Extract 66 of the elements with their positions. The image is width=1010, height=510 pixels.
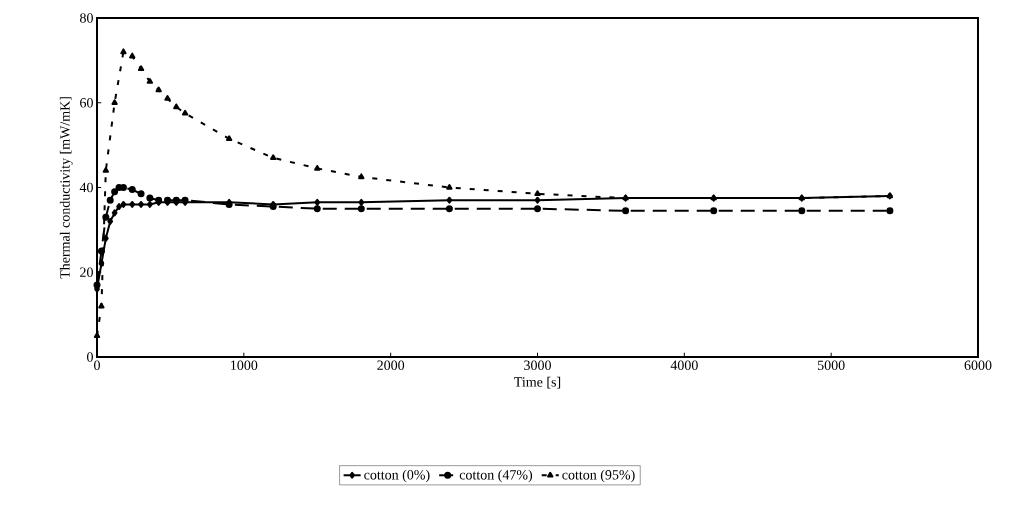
point xyxy=(93,281,101,289)
point xyxy=(313,205,321,213)
point xyxy=(111,209,118,217)
point xyxy=(358,173,365,180)
point xyxy=(358,198,365,206)
point xyxy=(155,86,162,93)
point xyxy=(314,198,321,206)
point xyxy=(798,194,805,201)
y-tick-label: 40 xyxy=(79,182,93,193)
y-tick-label: 80 xyxy=(80,13,93,23)
point xyxy=(534,205,541,213)
point xyxy=(622,194,629,201)
point xyxy=(146,194,154,202)
point xyxy=(446,196,453,204)
point xyxy=(120,48,127,55)
point xyxy=(137,65,145,72)
point xyxy=(120,200,127,208)
point xyxy=(798,207,806,215)
point xyxy=(534,196,541,204)
point xyxy=(97,247,105,255)
point xyxy=(173,103,180,110)
point xyxy=(102,213,110,221)
point xyxy=(622,207,630,215)
x-tick-label: 4000 xyxy=(670,360,698,370)
point xyxy=(107,217,114,225)
point xyxy=(164,95,171,101)
y-tick-label: 20 xyxy=(80,267,93,277)
point xyxy=(534,190,541,197)
point xyxy=(128,186,136,194)
point xyxy=(710,207,718,215)
point xyxy=(181,109,189,116)
point xyxy=(98,302,105,309)
point xyxy=(445,205,453,213)
x-tick-label: 3000 xyxy=(524,360,551,370)
x-tick-label: 6000 xyxy=(964,360,992,370)
point xyxy=(106,196,114,204)
point xyxy=(102,234,109,242)
point xyxy=(129,200,136,208)
point xyxy=(111,99,118,105)
point xyxy=(102,167,109,173)
point xyxy=(710,194,717,201)
point xyxy=(138,200,144,208)
y-axis-title: Thermal conductivity [mW/mK] xyxy=(59,97,73,279)
legend-label: cotton (47%) xyxy=(459,469,533,483)
x-tick-label: 5000 xyxy=(817,360,845,370)
point xyxy=(225,135,233,142)
point xyxy=(129,52,136,59)
point xyxy=(93,332,101,339)
point xyxy=(116,203,122,211)
point xyxy=(886,207,894,215)
legend-label: cotton (0%) xyxy=(364,469,430,483)
y-tick-label: 60 xyxy=(80,98,93,108)
point xyxy=(357,205,365,213)
point xyxy=(137,190,145,198)
point xyxy=(270,154,277,161)
x-tick-label: 2000 xyxy=(377,360,405,370)
point xyxy=(446,184,453,190)
x-tick-label: 0 xyxy=(94,360,100,370)
x-axis-title: Time [s] xyxy=(514,376,561,389)
point xyxy=(146,78,154,84)
y-tick-label: 0 xyxy=(87,352,93,362)
point xyxy=(111,188,119,196)
point xyxy=(314,164,321,171)
legend-label: cotton (95%) xyxy=(562,469,635,483)
point xyxy=(146,200,153,208)
x-tick-label: 1000 xyxy=(231,360,258,370)
